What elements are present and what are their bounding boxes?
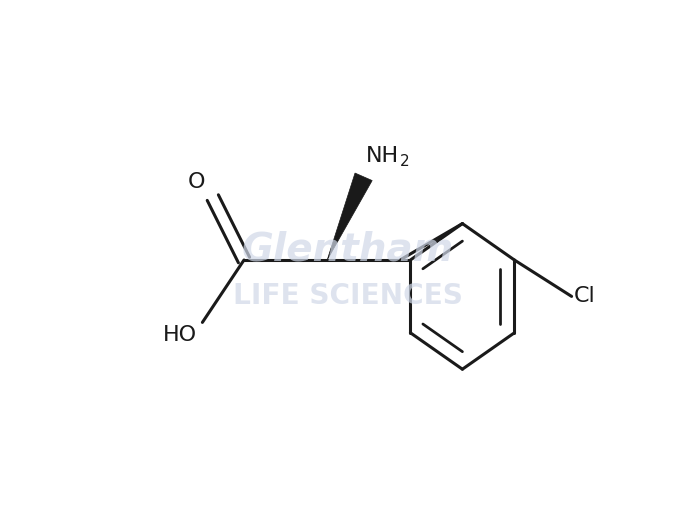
- Text: Glentham: Glentham: [242, 230, 454, 269]
- Polygon shape: [327, 173, 372, 260]
- Text: LIFE SCIENCES: LIFE SCIENCES: [233, 282, 463, 310]
- Text: O: O: [187, 173, 205, 192]
- Text: 2: 2: [400, 154, 410, 169]
- Text: HO: HO: [163, 325, 197, 345]
- Text: Cl: Cl: [574, 287, 596, 306]
- Text: NH: NH: [366, 147, 400, 166]
